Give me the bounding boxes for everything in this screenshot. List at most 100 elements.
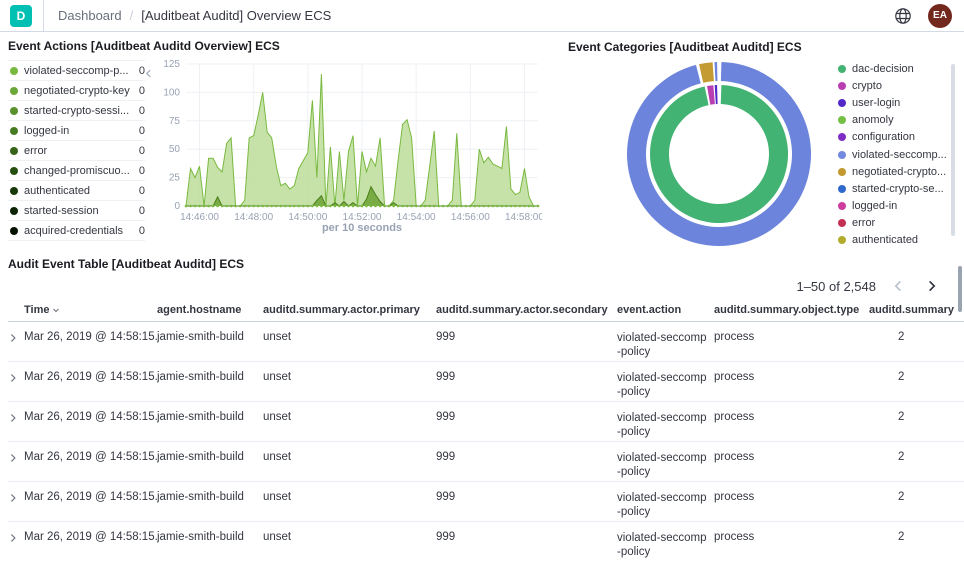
legend-label: changed-promiscuo... bbox=[24, 164, 130, 177]
breadcrumb-dashboard[interactable]: Dashboard bbox=[58, 8, 122, 23]
legend-item[interactable]: error bbox=[836, 215, 948, 232]
legend-label: negotiated-crypto... bbox=[852, 165, 947, 178]
event-categories-chart[interactable] bbox=[625, 59, 813, 249]
legend-color-dot bbox=[838, 236, 846, 245]
legend-value: 0 bbox=[138, 224, 145, 237]
legend-color-dot bbox=[838, 150, 846, 159]
previous-page-button[interactable] bbox=[886, 274, 910, 298]
column-header-label: auditd.summary.actor.secondary bbox=[436, 303, 608, 316]
cell-hostname: jamie-smith-build bbox=[157, 411, 244, 423]
cell-hostname: jamie-smith-build bbox=[157, 451, 244, 463]
legend-color-dot bbox=[838, 184, 846, 193]
column-header: agent.hostname bbox=[157, 304, 263, 316]
legend-item[interactable]: configuration bbox=[836, 129, 948, 146]
cell-action: violated-seccomp-policy bbox=[617, 492, 707, 519]
next-page-button[interactable] bbox=[920, 274, 944, 298]
sort-descending-icon bbox=[53, 308, 60, 312]
legend-item[interactable]: authenticated 0 bbox=[8, 181, 145, 201]
cell-hostname: jamie-smith-build bbox=[157, 371, 244, 383]
svg-text:14:58:00: 14:58:00 bbox=[505, 212, 542, 223]
cell-hostname: jamie-smith-build bbox=[157, 491, 244, 503]
column-header-label: auditd.summary.object.type bbox=[714, 303, 860, 316]
legend-item[interactable]: violated-seccomp-p... 0 bbox=[8, 60, 145, 81]
pagination-range-label: 1–50 of 2,548 bbox=[796, 278, 876, 294]
legend-label: logged-in bbox=[24, 124, 70, 137]
app-logo[interactable]: D bbox=[10, 4, 32, 27]
user-avatar[interactable]: EA bbox=[928, 3, 952, 28]
svg-text:14:52:00: 14:52:00 bbox=[343, 212, 382, 223]
expand-row-button[interactable] bbox=[8, 331, 24, 345]
expand-row-button[interactable] bbox=[8, 531, 24, 545]
legend-scrollbar[interactable] bbox=[951, 64, 955, 236]
legend-label: started-crypto-se... bbox=[852, 182, 944, 195]
legend-color-dot bbox=[10, 126, 18, 135]
legend-item[interactable]: anomoly bbox=[836, 112, 948, 129]
legend-label: violated-seccomp... bbox=[852, 148, 947, 161]
cell-object_type: process bbox=[714, 491, 755, 503]
cell-time: Mar 26, 2019 @ 14:58:15.245 bbox=[24, 411, 157, 423]
event-actions-chart[interactable]: 0 25 50 75 100 125 14:46:00 14:48:00 14:50:00 14:… bbox=[150, 56, 542, 236]
svg-text:50: 50 bbox=[169, 144, 181, 155]
legend-value: 0 bbox=[138, 144, 145, 157]
table-pagination: 1–50 of 2,548 bbox=[796, 274, 944, 298]
legend-item[interactable]: dac-decision bbox=[836, 60, 948, 77]
cell-summary: 2 bbox=[898, 371, 905, 383]
legend-value: 0 bbox=[138, 64, 145, 77]
expand-row-button[interactable] bbox=[8, 491, 24, 505]
table-row: Mar 26, 2019 @ 14:58:15.245jamie-smith-b… bbox=[8, 402, 964, 442]
legend-color-dot bbox=[10, 166, 18, 175]
legend-item[interactable]: crypto bbox=[836, 77, 948, 94]
legend-collapse-button[interactable] bbox=[144, 66, 153, 81]
cell-actor_secondary: 999 bbox=[436, 451, 456, 463]
cell-action: violated-seccomp-policy bbox=[617, 452, 707, 479]
legend-value: 0 bbox=[138, 164, 145, 177]
legend-color-dot bbox=[10, 206, 18, 215]
legend-item[interactable]: error 0 bbox=[8, 141, 145, 161]
legend-color-dot bbox=[10, 146, 18, 155]
legend-label: configuration bbox=[852, 131, 915, 144]
cell-actor_primary: unset bbox=[263, 531, 292, 543]
legend-item[interactable]: started-crypto-se... bbox=[836, 180, 948, 197]
table-row: Mar 26, 2019 @ 14:58:15.245jamie-smith-b… bbox=[8, 442, 964, 482]
expand-row-button[interactable] bbox=[8, 451, 24, 465]
column-header: auditd.summary.actor.secondary bbox=[436, 304, 617, 316]
legend-color-dot bbox=[10, 86, 18, 95]
cloud-globe-icon[interactable] bbox=[894, 7, 912, 25]
legend-label: acquired-credentials bbox=[24, 224, 124, 237]
svg-text:0: 0 bbox=[174, 201, 180, 212]
legend-color-dot bbox=[838, 133, 846, 142]
legend-item[interactable]: authenticated bbox=[836, 232, 948, 249]
legend-item[interactable]: logged-in bbox=[836, 198, 948, 215]
page-title: [Auditbeat Auditd] Overview ECS bbox=[141, 8, 332, 23]
legend-color-dot bbox=[10, 66, 18, 75]
legend-label: error bbox=[852, 217, 876, 230]
cell-time: Mar 26, 2019 @ 14:58:15.245 bbox=[24, 331, 157, 343]
legend-color-dot bbox=[838, 167, 846, 176]
cell-summary: 2 bbox=[898, 331, 905, 343]
legend-item[interactable]: negotiated-crypto-key 0 bbox=[8, 81, 145, 101]
legend-item[interactable]: logged-in 0 bbox=[8, 121, 145, 141]
cell-actor_secondary: 999 bbox=[436, 491, 456, 503]
audit-table-panel-title: Audit Event Table [Auditbeat Auditd] ECS bbox=[8, 257, 244, 271]
legend-color-dot bbox=[10, 106, 18, 115]
column-header[interactable]: Time bbox=[24, 304, 157, 316]
cell-action: violated-seccomp-policy bbox=[617, 332, 707, 359]
legend-item[interactable]: user-login bbox=[836, 94, 948, 111]
legend-item[interactable]: acquired-credentials 0 bbox=[8, 221, 145, 241]
legend-item[interactable]: negotiated-crypto... bbox=[836, 163, 948, 180]
legend-item[interactable]: violated-seccomp... bbox=[836, 146, 948, 163]
event-categories-panel-title: Event Categories [Auditbeat Auditd] ECS bbox=[568, 40, 802, 54]
legend-item[interactable]: started-session 0 bbox=[8, 201, 145, 221]
legend-color-dot bbox=[10, 226, 18, 235]
legend-item[interactable]: started-crypto-sessi... 0 bbox=[8, 101, 145, 121]
expand-row-button[interactable] bbox=[8, 371, 24, 385]
expand-row-button[interactable] bbox=[8, 411, 24, 425]
table-body: Mar 26, 2019 @ 14:58:15.245jamie-smith-b… bbox=[8, 322, 964, 561]
table-header-row: Time agent.hostname auditd.summary.actor.p… bbox=[8, 298, 964, 322]
event-categories-legend: dac-decision crypto user-login anomoly confi… bbox=[836, 60, 948, 249]
cell-actor_primary: unset bbox=[263, 451, 292, 463]
cell-hostname: jamie-smith-build bbox=[157, 531, 244, 543]
table-row: Mar 26, 2019 @ 14:58:15.245jamie-smith-b… bbox=[8, 522, 964, 561]
legend-item[interactable]: changed-promiscuo... 0 bbox=[8, 161, 145, 181]
page-scrollbar-thumb[interactable] bbox=[958, 266, 962, 312]
